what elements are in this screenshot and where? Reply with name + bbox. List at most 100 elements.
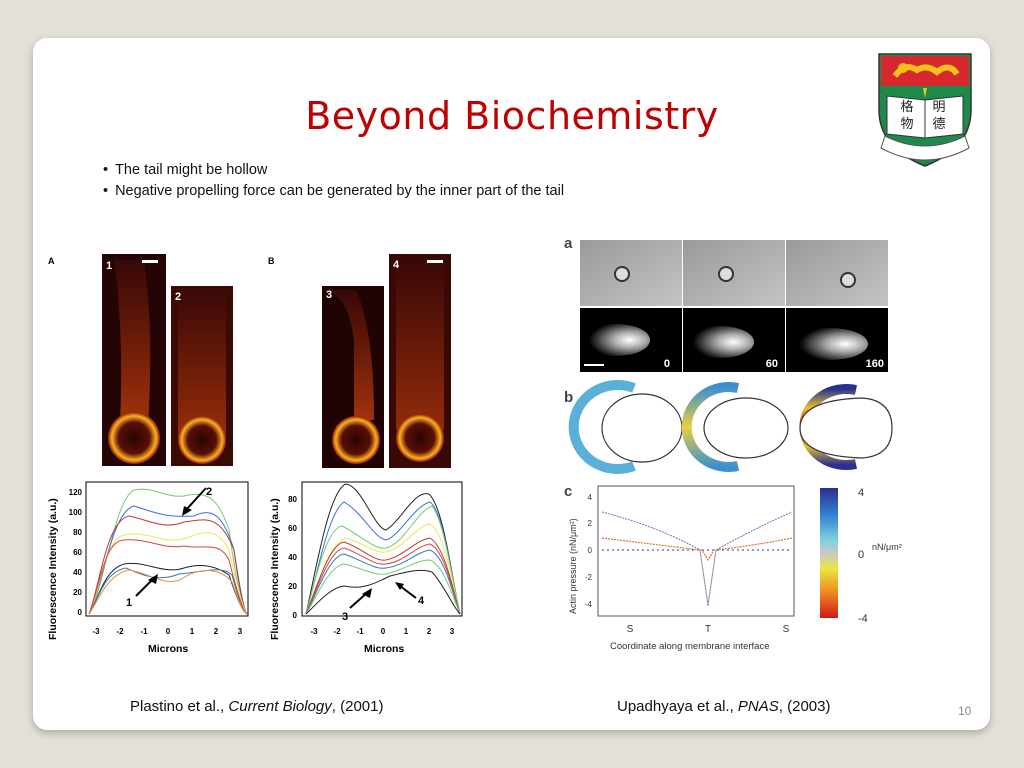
x-tick: -2 (116, 627, 124, 636)
x-tick: S (783, 624, 790, 635)
x-tick: -1 (356, 627, 364, 636)
y-tick: 20 (288, 582, 297, 591)
x-tick: 3 (450, 627, 455, 636)
micrograph-1: 1 (102, 254, 166, 466)
figure-upadhyaya: a b c 0 60 160 Actin pressure (nN/μm²) C… (564, 235, 902, 652)
pressure-ylabel: Actin pressure (nN/μm²) (568, 518, 578, 614)
micrograph-row-fluorescence: 0 60 160 (580, 308, 888, 372)
panel-b-label: b (564, 389, 573, 406)
intensity-curve (88, 567, 248, 615)
intensity-curve (305, 559, 461, 615)
x-tick: -3 (310, 627, 318, 636)
micrograph-label: 2 (175, 291, 181, 303)
shell-diagrams (568, 380, 893, 474)
y-tick: 20 (73, 588, 82, 597)
intensity-curve (88, 515, 248, 615)
page-number: 10 (958, 704, 972, 718)
x-tick: 2 (427, 627, 432, 636)
x-tick: -3 (92, 627, 100, 636)
time-label: 0 (664, 358, 670, 370)
plot-b: Fluorescence Intensity (a.u.) Microns 0 … (269, 481, 463, 655)
crest-char: 德 (932, 117, 946, 132)
bullet-item: The tail might be hollow (103, 160, 564, 181)
crest-char: 格 (900, 100, 914, 115)
plot-b-ylabel: Fluorescence Intensity (a.u.) (269, 498, 281, 640)
micrograph-4: 4 (389, 254, 451, 468)
intensity-curve (305, 505, 461, 615)
citation-year: , (2003) (778, 698, 831, 715)
x-tick: -1 (140, 627, 148, 636)
y-tick: 100 (69, 508, 83, 517)
university-crest-logo (878, 53, 972, 167)
y-tick: 40 (73, 568, 82, 577)
colorbar-tick: 0 (858, 549, 864, 561)
colorbar-tick: 4 (858, 487, 864, 499)
plot-a-ylabel: Fluorescence Intensity (a.u.) (47, 498, 59, 640)
citation-journal: Current Biology (228, 698, 332, 715)
crest-char: 物 (900, 117, 914, 132)
x-tick: 0 (166, 627, 171, 636)
citation-authors: Upadhyaya et al., (617, 698, 738, 715)
y-tick: 120 (69, 488, 83, 497)
pressure-xlabel: Coordinate along membrane interface (610, 641, 769, 652)
colorbar-tick: -4 (858, 613, 868, 625)
micrograph-row-brightfield (580, 240, 888, 306)
x-tick: S (627, 624, 634, 635)
crest-chars: 格 明 物 德 (891, 99, 959, 133)
arrow-label: 3 (342, 611, 348, 623)
y-tick: 80 (288, 495, 297, 504)
pressure-curve-gray (699, 549, 717, 605)
plot-a-xlabel: Microns (148, 643, 188, 655)
y-tick: 2 (588, 519, 593, 528)
slide-title: Beyond Biochemistry (305, 94, 719, 138)
panel-a-label: a (564, 235, 573, 252)
y-tick: 60 (288, 524, 297, 533)
intensity-curve (88, 539, 248, 615)
plot-b-xlabel: Microns (364, 643, 404, 655)
colorbar-unit: nN/μm² (872, 542, 902, 552)
citation-authors: Plastino et al., (130, 698, 229, 715)
intensity-curve (305, 501, 461, 615)
x-tick: 2 (214, 627, 219, 636)
arrow-label: 4 (418, 595, 425, 607)
y-tick: 4 (588, 493, 593, 502)
arrow-label: 2 (206, 486, 212, 498)
citation-journal: PNAS (737, 698, 779, 715)
x-tick: 1 (190, 627, 195, 636)
y-tick: 0 (588, 546, 593, 555)
micrograph-2: 2 (171, 286, 233, 466)
crest-char: 明 (932, 100, 946, 115)
citation-right: Upadhyaya et al., PNAS, (2003) (617, 698, 830, 715)
micrograph-label: 4 (393, 259, 400, 271)
arrow-label: 1 (126, 597, 132, 609)
bullet-list: The tail might be hollow Negative propel… (103, 160, 564, 202)
pressure-plot: Actin pressure (nN/μm²) Coordinate along… (568, 485, 795, 652)
intensity-curve (305, 483, 461, 615)
bullet-item: Negative propelling force can be generat… (103, 181, 564, 202)
y-tick: 0 (293, 611, 298, 620)
time-label: 160 (866, 358, 884, 370)
x-tick: 0 (381, 627, 386, 636)
figure-plastino: A B 1 2 3 4 Fluorescence Intensity (a.u.… (47, 254, 463, 655)
micrograph-3: 3 (322, 286, 384, 468)
panel-c-label: c (564, 483, 572, 500)
time-label: 60 (766, 358, 778, 370)
intensity-curve (305, 569, 461, 615)
panel-b-label: B (268, 256, 275, 266)
micrograph-label: 3 (326, 289, 332, 301)
x-tick: -2 (333, 627, 341, 636)
pressure-curve-orange (601, 537, 793, 562)
x-tick: 3 (238, 627, 243, 636)
plot-a: Fluorescence Intensity (a.u.) Microns 0 … (47, 481, 249, 655)
micrograph-label: 1 (106, 260, 112, 272)
y-tick: -2 (585, 573, 593, 582)
citation-left: Plastino et al., Current Biology, (2001) (130, 698, 383, 715)
x-tick: 1 (404, 627, 409, 636)
intensity-curve (305, 549, 461, 615)
intensity-curve (305, 543, 461, 615)
intensity-curve (305, 537, 461, 615)
x-tick: T (705, 624, 711, 635)
y-tick: -4 (585, 600, 593, 609)
intensity-curve (88, 488, 248, 615)
citation-year: , (2001) (331, 698, 384, 715)
